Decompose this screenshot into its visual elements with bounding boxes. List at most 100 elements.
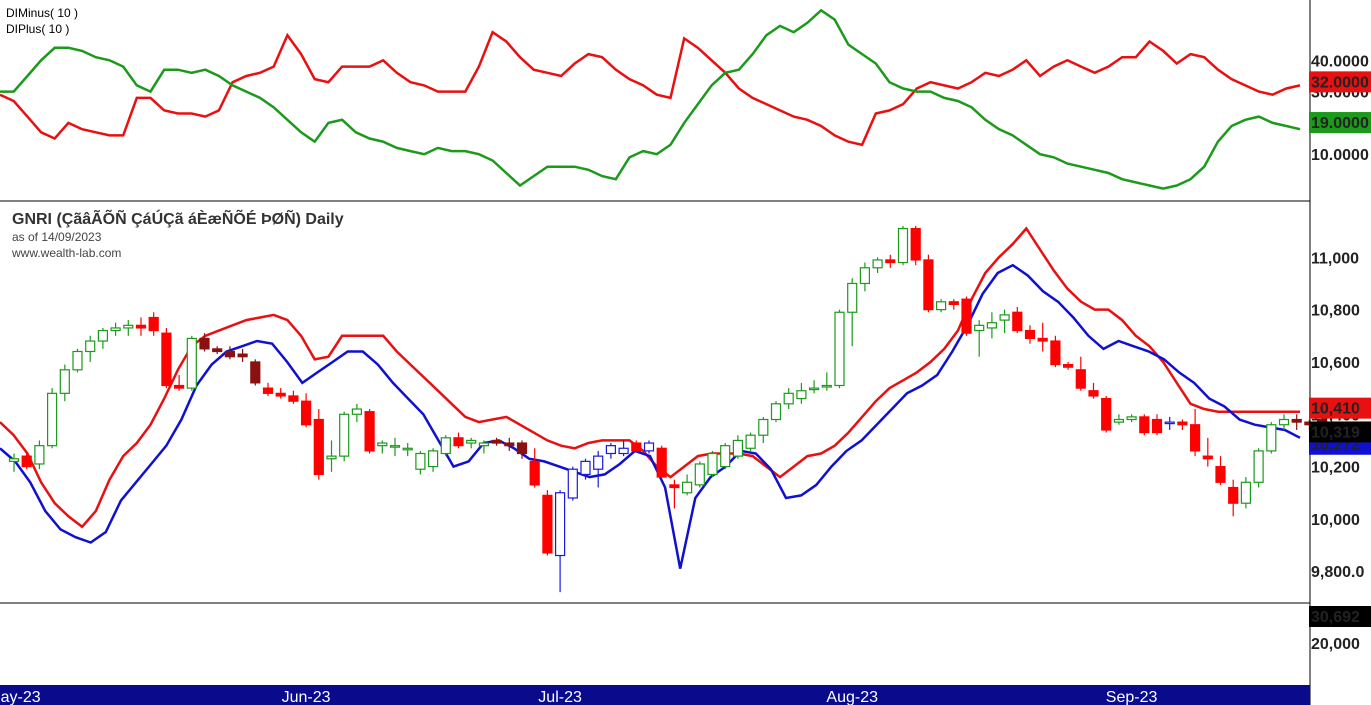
candle-body (1189, 424, 1201, 452)
candle-body (402, 447, 413, 451)
diplus-last-value: 19.0000 (1311, 115, 1369, 132)
candle-body (1139, 416, 1150, 434)
price-panel: GNRI (ÇãâÃÕÑ ÇáÚÇã áÈæÑÕÉ ÞØÑ) Daily as … (0, 208, 1328, 604)
candle-body (161, 332, 172, 387)
candle-body (186, 337, 197, 389)
candle-body (1278, 418, 1290, 426)
candle-body (974, 324, 985, 332)
candle-body (1215, 465, 1226, 483)
candle-body (872, 259, 883, 269)
volume-tick-label: 20,000 (1311, 636, 1360, 653)
candle-body (21, 455, 32, 468)
ind-tick-label: 10.0000 (1311, 147, 1369, 164)
candle-body (504, 442, 515, 447)
candle-body (808, 387, 820, 391)
candle-body (97, 329, 109, 342)
candle-body (567, 468, 578, 499)
candle-body (897, 227, 909, 264)
candle-body (821, 384, 832, 388)
candle-body (681, 481, 693, 494)
close-last-value: 10,319 (1311, 424, 1360, 441)
candle-body (1202, 455, 1213, 460)
candle-body (1151, 418, 1163, 434)
candle-body (656, 447, 667, 478)
candle-body (1037, 337, 1048, 342)
candle-body (885, 259, 896, 264)
diminus-last-value: 32.0000 (1311, 74, 1369, 91)
candle-body (262, 387, 274, 394)
price-tick-label: 10,200 (1311, 460, 1360, 477)
candle-body (1062, 363, 1074, 368)
candle-body (491, 439, 502, 444)
candle-body (1253, 450, 1264, 483)
chart-site: www.wealth-lab.com (11, 246, 121, 260)
candle-body (694, 463, 705, 486)
price-tick-label: 10,000 (1311, 512, 1360, 529)
candle-body (478, 442, 489, 447)
diminus-line (0, 30, 1301, 147)
candle-body (466, 439, 477, 444)
date-tick-label: May-23 (0, 689, 41, 705)
date-tick-label: Sep-23 (1106, 689, 1158, 705)
candle-body (326, 455, 337, 460)
candle-body (707, 452, 718, 476)
candle-body (377, 442, 388, 447)
candle-body (250, 361, 261, 384)
candle-body (554, 492, 566, 557)
candle-body (34, 445, 45, 465)
candle-body (8, 458, 20, 462)
candle-body (199, 337, 210, 350)
band-lines (0, 226, 1301, 569)
candle-body (948, 301, 959, 306)
close-last-value-bg (1309, 421, 1371, 443)
candle-body (1291, 418, 1302, 423)
indicator-panel: DIMinus( 10 ) DIPlus( 10 ) (0, 6, 1310, 202)
candle-body (758, 418, 769, 436)
diplus-last-value-bg (1309, 112, 1371, 134)
right-axis: 10.000030.000040.000032.000019.00009,800… (1309, 53, 1371, 653)
candle-body (428, 450, 439, 468)
date-tick-label: Jul-23 (538, 689, 582, 705)
candle-body (910, 227, 921, 261)
price-tick-label: 9,800.0 (1311, 564, 1364, 581)
candle-body (745, 434, 756, 449)
date-axis-bar (0, 685, 1310, 705)
candle-body (999, 314, 1010, 321)
candle-body (732, 439, 744, 457)
candle-body (516, 442, 528, 455)
candle-body (237, 353, 248, 358)
price-tick-label: 11,000 (1311, 250, 1359, 267)
candle-body (1088, 390, 1099, 397)
candle-body (1266, 424, 1277, 452)
candle-body (135, 324, 147, 329)
diminus-last-value-bg (1309, 71, 1371, 93)
candle-body (1240, 481, 1252, 504)
candle-body (339, 413, 350, 457)
candle-body (529, 460, 540, 486)
date-axis: May-23 Jun-23 Jul-23 Aug-23 Sep-23 (0, 689, 1157, 705)
ind-tick-label: 40.0000 (1311, 53, 1369, 70)
chart-date: as of 14/09/2023 (12, 230, 102, 244)
candles (8, 225, 1328, 593)
candle-body (770, 403, 782, 421)
candle-body (275, 392, 286, 397)
legend-diminus: DIMinus( 10 ) (6, 6, 78, 20)
candle-body (1075, 369, 1086, 389)
volume-last-value-bg (1309, 606, 1371, 627)
upper-band-last-value: 10,410 (1311, 401, 1360, 418)
candle-body (301, 400, 312, 426)
candle-body (669, 484, 680, 489)
candle-body (961, 298, 972, 334)
candle-body (110, 327, 121, 332)
candle-body (148, 316, 159, 332)
candle-body (212, 348, 223, 353)
price-tick-label: 10,600 (1311, 355, 1360, 372)
candle-body (1050, 340, 1061, 366)
candle-body (923, 259, 934, 311)
candle-body (351, 408, 362, 415)
candle-body (1113, 418, 1125, 423)
candle-body (720, 445, 731, 468)
candle-body (364, 411, 375, 452)
candle-body (174, 384, 185, 389)
candle-body (1101, 397, 1112, 431)
